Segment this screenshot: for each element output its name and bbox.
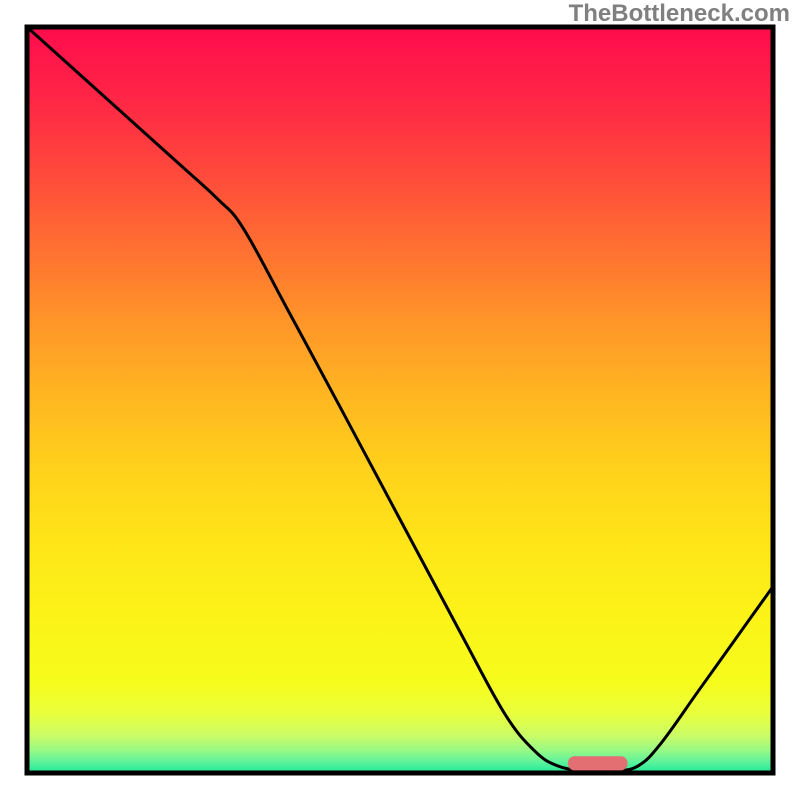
optimal-marker	[568, 756, 628, 770]
bottleneck-chart	[0, 0, 800, 800]
watermark-text: TheBottleneck.com	[569, 0, 790, 28]
gradient-background	[27, 27, 773, 773]
plot-area	[27, 27, 773, 773]
